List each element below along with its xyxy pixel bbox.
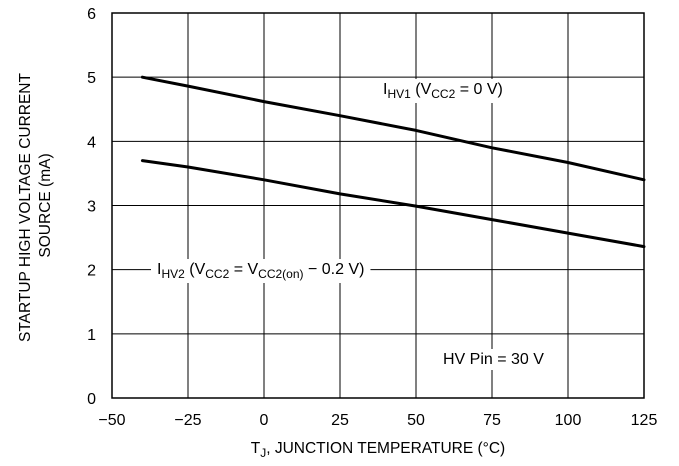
- series-2-label: IHV2 (VCC2 = VCC2(on) − 0.2 V): [157, 261, 364, 281]
- series-1-label-bg: [377, 79, 509, 103]
- y-tick-label: 2: [87, 263, 96, 280]
- y-tick-label: 6: [87, 6, 96, 23]
- series-2-label-part: = V: [229, 261, 258, 278]
- x-tick-label: 0: [260, 412, 269, 429]
- labels-group: −50 −25 0 25 50 75 100 125 0 1 2 3 4 5 6: [87, 6, 657, 429]
- x-tick-label: 100: [555, 412, 582, 429]
- x-tick-label: 50: [407, 412, 425, 429]
- series-2-label-part: − 0.2 V): [304, 261, 365, 278]
- series-1-label: IHV1 (VCC2 = 0 V): [383, 81, 503, 101]
- series-2-label-part: CC2(on): [258, 267, 303, 281]
- y-axis-title-line: STARTUP HIGH VOLTAGE CURRENT: [17, 72, 34, 342]
- series-2-line: [140, 159, 646, 249]
- series-2-label-part: (V: [185, 261, 206, 278]
- x-tick-label: 75: [483, 412, 501, 429]
- series-2-label-bg: [151, 259, 371, 283]
- plot-frame: [111, 12, 645, 399]
- y-tick-label: 4: [87, 134, 96, 151]
- series-1-label-part: CC2: [431, 87, 455, 101]
- series-2-label-part: CC2: [205, 267, 229, 281]
- x-axis-title-part: , JUNCTION TEMPERATURE (°C): [266, 440, 505, 457]
- x-tick-label: −25: [174, 412, 201, 429]
- series-2-label-part: HV2: [161, 267, 185, 281]
- x-axis-title-part: T: [251, 440, 261, 457]
- series-2-label-part: I: [157, 261, 161, 278]
- grid: [111, 12, 645, 399]
- y-tick-label: 3: [87, 199, 96, 216]
- x-axis-title: TJ, JUNCTION TEMPERATURE (°C): [251, 440, 505, 460]
- x-axis-title-part: J: [260, 446, 266, 460]
- series-1-label-part: = 0 V): [455, 81, 503, 98]
- series-1-label-part: I: [383, 81, 387, 98]
- series-1-line: [140, 75, 646, 182]
- annotation: HV Pin = 30 V: [443, 351, 544, 368]
- y-tick-label: 5: [87, 70, 96, 87]
- annotation-bg: [439, 349, 549, 370]
- y-axis-title: STARTUP HIGH VOLTAGE CURRENT SOURCE (mA): [17, 69, 54, 342]
- x-tick-label: −50: [98, 412, 125, 429]
- series-1-label-part: HV1: [387, 87, 411, 101]
- y-tick-label: 1: [87, 327, 96, 344]
- x-tick-label: 125: [631, 412, 658, 429]
- y-axis-title-line: SOURCE (mA): [37, 153, 54, 257]
- series-1-label-part: (V: [411, 81, 432, 98]
- x-tick-label: 25: [331, 412, 349, 429]
- y-tick-label: 0: [87, 391, 96, 408]
- series-group: [140, 75, 646, 249]
